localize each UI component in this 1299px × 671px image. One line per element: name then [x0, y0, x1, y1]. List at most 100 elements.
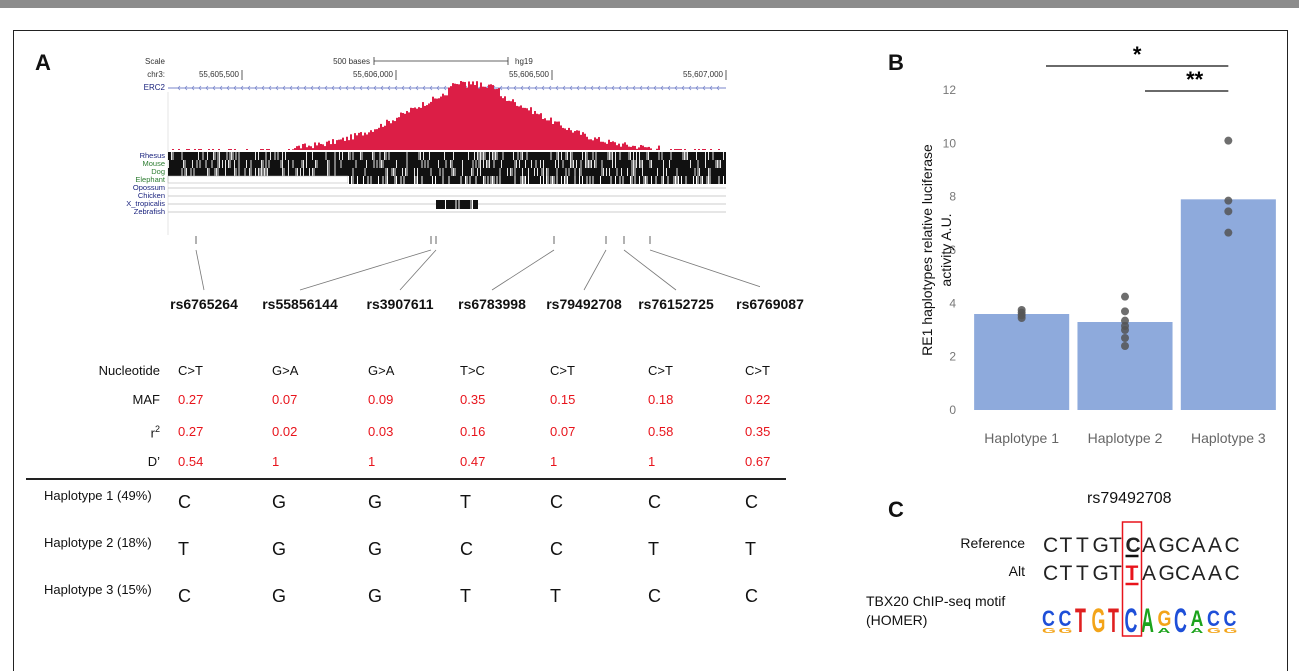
haplotype-base: T [550, 586, 561, 606]
logo-letter: G [1059, 626, 1073, 634]
ref-base: T [1060, 534, 1073, 557]
data-point [1017, 306, 1026, 314]
data-point [1121, 334, 1129, 342]
assembly-label: hg19 [515, 57, 533, 66]
snp-name: rs6769087 [736, 296, 804, 312]
haplotype-label: Haplotype 1 (49%) [44, 488, 152, 503]
significance-label: ** [1186, 67, 1204, 92]
ref-base: A [1208, 534, 1222, 557]
logo-letter: G [1207, 626, 1221, 634]
data-point [1121, 316, 1129, 325]
position-label: 55,606,500 [509, 70, 550, 79]
y-tick-label: 0 [949, 403, 956, 417]
category-label: Haplotype 2 [1088, 430, 1163, 446]
haplotype-base: C [460, 539, 473, 559]
table-cell: C>T [550, 363, 575, 378]
haplotype-base: T [460, 492, 471, 512]
table-cell: 0.58 [648, 424, 674, 439]
haplotype-base: T [745, 539, 756, 559]
table-cell: C>T [745, 363, 770, 378]
snp-name: rs79492708 [546, 296, 622, 312]
motif-snp-label: rs79492708 [1087, 490, 1172, 507]
table-cell: 0.47 [460, 454, 486, 469]
species-label: X_tropicalis [126, 199, 165, 208]
table-cell: G>A [368, 363, 395, 378]
species-label: Mouse [142, 159, 165, 168]
species-label: Rhesus [140, 151, 166, 160]
ref-base: G [1159, 534, 1175, 557]
position-label: 55,605,500 [199, 70, 240, 79]
alt-base: G [1093, 562, 1109, 585]
haplotype-base: G [272, 539, 287, 559]
logo-letter: C [1059, 607, 1072, 631]
position-label: 55,606,000 [353, 70, 394, 79]
species-label: Chicken [138, 191, 165, 200]
position-label: 55,607,000 [683, 70, 724, 79]
table-cell: 1 [648, 454, 656, 469]
haplotype-base: C [745, 586, 758, 606]
haplotype-base: C [550, 539, 563, 559]
haplotype-base: C [550, 492, 563, 512]
haplotype-label: Haplotype 3 (15%) [44, 582, 152, 597]
table-row-label: MAF [132, 392, 160, 407]
panel-label-c: C [888, 497, 904, 522]
haplotype-base: T [648, 539, 659, 559]
alt-base: T [1060, 562, 1073, 585]
ref-base: G [1093, 534, 1109, 557]
table-cell: 0.54 [178, 454, 204, 469]
logo-letter: C [1174, 601, 1187, 640]
species-label: Opossum [133, 183, 165, 192]
bar [974, 314, 1070, 410]
table-row-label: r2 [150, 424, 160, 441]
logo-letter: G [1224, 626, 1238, 634]
haplotype-base: G [368, 539, 383, 559]
snp-name: rs6765264 [170, 296, 238, 312]
haplotype-base: G [368, 586, 383, 606]
alt-label: Alt [1008, 563, 1025, 579]
table-cell: 1 [368, 454, 376, 469]
motif-label-line2: (HOMER) [866, 612, 928, 628]
logo-letter: C [1125, 601, 1138, 640]
figure-frame [13, 30, 1288, 671]
y-tick-label: 6 [949, 243, 956, 257]
haplotype-base: T [178, 539, 189, 559]
scale-bar-label: 500 bases [333, 57, 370, 66]
alt-base: A [1208, 562, 1222, 585]
ref-base: A [1192, 534, 1206, 557]
table-row-label: Nucleotide [98, 363, 160, 378]
logo-letter: C [1042, 607, 1055, 631]
table-cell: 0.03 [368, 424, 394, 439]
chrom-label: chr3: [147, 70, 165, 79]
alt-base: T [1109, 562, 1122, 585]
table-cell: 0.07 [272, 392, 298, 407]
y-tick-label: 2 [949, 350, 956, 364]
haplotype-label: Haplotype 2 (18%) [44, 535, 152, 550]
y-tick-label: 10 [943, 136, 957, 150]
table-cell: 0.09 [368, 392, 394, 407]
table-cell: 0.27 [178, 424, 204, 439]
table-cell: 1 [550, 454, 558, 469]
data-point [1224, 136, 1233, 145]
haplotype-base: C [178, 492, 191, 512]
top-rule [0, 0, 1299, 8]
significance-label: * [1133, 42, 1142, 67]
category-label: Haplotype 3 [1191, 430, 1266, 446]
table-cell: C>T [178, 363, 203, 378]
alt-base: C [1175, 562, 1190, 585]
y-tick-label: 8 [949, 190, 956, 204]
y-tick-label: 12 [943, 83, 957, 97]
data-point [1224, 228, 1233, 237]
haplotype-base: C [745, 492, 758, 512]
logo-letter: A [1191, 626, 1204, 634]
haplotype-base: G [368, 492, 383, 512]
table-cell: 0.27 [178, 392, 204, 407]
haplotype-base: T [460, 586, 471, 606]
table-cell: T>C [460, 363, 485, 378]
panel-label-b: B [888, 50, 904, 75]
reference-label: Reference [960, 535, 1025, 551]
table-cell: G>A [272, 363, 299, 378]
category-label: Haplotype 1 [984, 430, 1059, 446]
species-label: Dog [151, 167, 165, 176]
